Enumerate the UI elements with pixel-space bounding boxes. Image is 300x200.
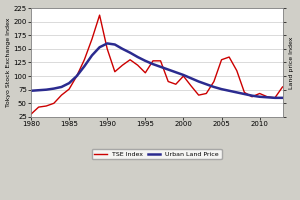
Y-axis label: Land price Index: Land price Index bbox=[290, 36, 294, 89]
Y-axis label: Tokyo Stock Exchange Index: Tokyo Stock Exchange Index bbox=[6, 18, 10, 107]
Legend: TSE Index, Urban Land Price: TSE Index, Urban Land Price bbox=[92, 149, 222, 159]
